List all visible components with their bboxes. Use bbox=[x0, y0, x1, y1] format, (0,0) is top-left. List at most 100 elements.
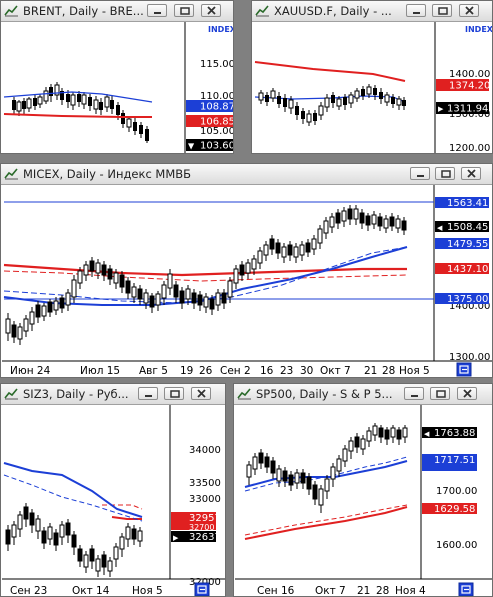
maximize-button[interactable] bbox=[164, 387, 184, 400]
y-tick: 115.00 bbox=[200, 59, 234, 70]
x-label: Июл 15 bbox=[80, 365, 120, 377]
y-tick: 1400.00 bbox=[449, 301, 490, 312]
close-button[interactable] bbox=[461, 167, 481, 180]
ma-red-line bbox=[111, 516, 142, 520]
ma-red-line bbox=[244, 506, 408, 540]
sp500-chart-window[interactable]: SP500, Daily - S & P 5... bbox=[233, 383, 493, 597]
y-tick: 1400.00 bbox=[449, 69, 490, 80]
chart-window-icon bbox=[4, 168, 18, 180]
minimize-button[interactable] bbox=[410, 167, 430, 180]
close-button[interactable] bbox=[191, 387, 211, 400]
micex-chart-window[interactable]: MICEX, Daily - Индекс ММВБ bbox=[0, 163, 493, 378]
scroll-to-end-icon[interactable] bbox=[458, 582, 474, 596]
close-button[interactable] bbox=[459, 4, 479, 17]
price-badge-blue: 1479.55 bbox=[447, 239, 488, 250]
minimize-button[interactable] bbox=[404, 387, 424, 400]
micex-title-bar[interactable]: MICEX, Daily - Индекс ММВБ bbox=[1, 164, 492, 185]
x-label: Ноя 5 bbox=[132, 585, 163, 597]
chart-window-icon bbox=[237, 388, 251, 400]
siz3-price-plot[interactable]: 34000 33500 33000 32000 32957 32700 ▶ 32… bbox=[2, 405, 226, 597]
siz3-chart-window[interactable]: SIZ3, Daily - Руб... bbox=[0, 383, 226, 597]
price-badge-last: 1311.94 bbox=[447, 104, 488, 115]
ma-red-line bbox=[254, 61, 406, 82]
x-label: Ноя 4 bbox=[395, 585, 426, 597]
price-badge-last: 1508.45 bbox=[447, 222, 488, 233]
y-tick: 1200.00 bbox=[449, 143, 490, 153]
left-arrow-icon: ◀ bbox=[424, 430, 430, 438]
chart-window-icon bbox=[4, 5, 18, 17]
x-label: 28 bbox=[376, 585, 389, 597]
x-label: 21 bbox=[364, 365, 377, 377]
window-title: SIZ3, Daily - Руб... bbox=[23, 387, 129, 401]
window-title: MICEX, Daily - Индекс ММВБ bbox=[23, 167, 192, 181]
index-label: INDEX bbox=[208, 25, 234, 34]
brent-candles bbox=[12, 82, 149, 143]
maximize-button[interactable] bbox=[432, 4, 452, 17]
price-badge-red: 106.85 bbox=[200, 117, 234, 128]
y-tick: 33000 bbox=[189, 494, 221, 505]
maximize-button[interactable] bbox=[174, 4, 194, 17]
brent-title-bar[interactable]: BRENT, Daily - BRE... bbox=[1, 1, 233, 22]
brent-chart-window[interactable]: BRENT, Daily - BRE... bbox=[0, 0, 234, 154]
price-badge-blue-top: 1563.41 bbox=[447, 198, 488, 209]
scroll-to-end-icon[interactable] bbox=[194, 582, 210, 596]
y-tick: 33500 bbox=[189, 478, 221, 489]
price-badge-red: 1437.10 bbox=[447, 264, 488, 275]
y-tick: 1600.00 bbox=[436, 540, 477, 551]
y-tick: 1300.00 bbox=[449, 352, 490, 363]
price-badge-red: 1374.20 bbox=[449, 81, 490, 92]
sp500-title-bar[interactable]: SP500, Daily - S & P 5... bbox=[234, 384, 492, 405]
scroll-to-end-icon[interactable] bbox=[456, 362, 472, 377]
chart-window-icon bbox=[255, 5, 269, 17]
window-title: SP500, Daily - S & P 5... bbox=[256, 387, 393, 401]
x-label: 19 bbox=[180, 365, 193, 377]
y-tick: 34000 bbox=[189, 445, 221, 456]
siz3-title-bar[interactable]: SIZ3, Daily - Руб... bbox=[1, 384, 225, 405]
down-arrow-icon: ▼ bbox=[188, 142, 195, 151]
xauusd-title-bar[interactable]: XAUUSD.F, Daily - ... bbox=[252, 1, 492, 22]
ma-red-line bbox=[3, 263, 407, 277]
x-label: 28 bbox=[382, 365, 395, 377]
maximize-button[interactable] bbox=[435, 167, 455, 180]
ma-red-dashed bbox=[244, 504, 408, 536]
x-label: Июн 24 bbox=[10, 365, 51, 377]
minimize-button[interactable] bbox=[406, 4, 426, 17]
left-arrow-icon: ◀ bbox=[437, 224, 443, 232]
xauusd-chart-window[interactable]: XAUUSD.F, Daily - ... bbox=[251, 0, 493, 154]
close-button[interactable] bbox=[201, 4, 221, 17]
ma-red-dashed bbox=[102, 504, 143, 510]
x-label: 30 bbox=[300, 365, 313, 377]
price-badge-red-2: 32700 bbox=[189, 523, 214, 532]
x-label: Окт 7 bbox=[320, 365, 351, 377]
y-tick: 1300.00 bbox=[449, 109, 490, 120]
ma-red-line bbox=[3, 113, 152, 118]
siz3-candles bbox=[5, 503, 143, 577]
x-label: 23 bbox=[280, 365, 293, 377]
x-label: Сен 2 bbox=[220, 365, 251, 377]
y-tick: 110.00 bbox=[200, 91, 234, 102]
price-badge-blue: 108.87 bbox=[200, 102, 234, 113]
maximize-button[interactable] bbox=[430, 387, 450, 400]
x-label: Ноя 5 bbox=[399, 365, 430, 377]
right-arrow-icon: ▶ bbox=[173, 534, 179, 542]
xauusd-price-plot[interactable]: INDEX 1400.00 1300.00 1200.00 1374.20 ▶ … bbox=[253, 22, 493, 153]
index-label: INDEX bbox=[465, 25, 493, 34]
close-button[interactable] bbox=[457, 387, 477, 400]
x-label: 26 bbox=[199, 365, 213, 377]
chart-window-icon bbox=[4, 388, 18, 400]
x-label: Окт 14 bbox=[72, 585, 110, 597]
ma-blue-line bbox=[3, 462, 143, 518]
xauusd-candles bbox=[258, 84, 406, 126]
price-badge-red: 1629.58 bbox=[434, 504, 475, 515]
minimize-button[interactable] bbox=[147, 4, 167, 17]
x-label: 16 bbox=[260, 365, 274, 377]
micex-price-plot[interactable]: 1400.00 1300.00 1563.41 ◀ 1508.45 1479.5… bbox=[2, 185, 493, 378]
price-badge-last: 103.60 bbox=[200, 141, 234, 152]
minimize-button[interactable] bbox=[138, 387, 158, 400]
sp500-candles bbox=[246, 423, 408, 513]
ma-blue-line bbox=[3, 91, 153, 103]
brent-price-plot[interactable]: INDEX 115.00 110.00 105.00 108.87 106.85… bbox=[2, 22, 234, 153]
x-label: Сен 23 bbox=[10, 585, 47, 597]
y-tick: 105.00 bbox=[200, 126, 234, 137]
sp500-price-plot[interactable]: 1700.00 1600.00 ◀ 1763.88 1717.51 1629.5… bbox=[235, 405, 493, 597]
